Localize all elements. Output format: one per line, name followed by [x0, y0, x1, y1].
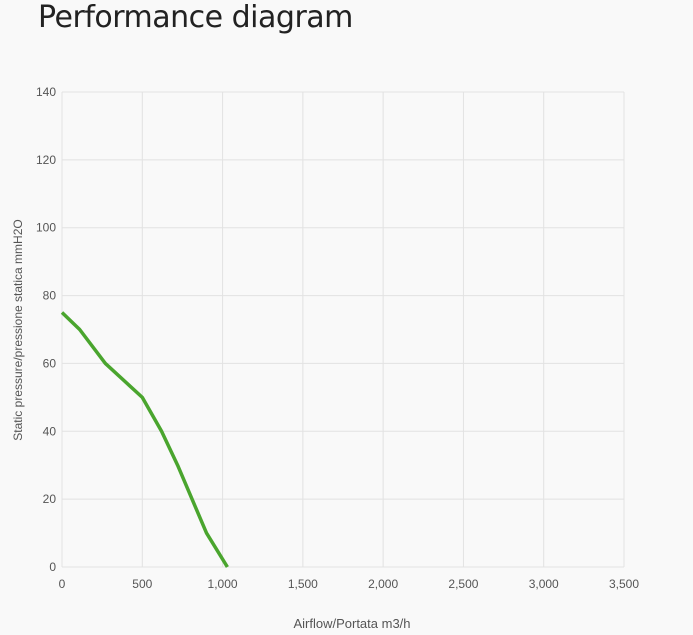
x-tick-label: 500: [132, 577, 152, 591]
y-tick-label: 20: [43, 492, 57, 506]
x-tick-label: 2,000: [368, 577, 398, 591]
curve: [60, 311, 229, 568]
x-tick-label: 3,500: [609, 577, 639, 591]
x-tick-label: 2,500: [448, 577, 478, 591]
y-tick-label: 60: [43, 356, 57, 370]
x-tick-label: 1,000: [208, 577, 238, 591]
chart-title: Performance diagram: [38, 0, 353, 35]
x-tick-label: 3,000: [529, 577, 559, 591]
x-axis-label: Airflow/Portata m3/h: [293, 616, 410, 631]
y-tick-label: 0: [49, 560, 56, 574]
y-tick-label: 120: [36, 153, 56, 167]
x-tick-label: 1,500: [288, 577, 318, 591]
y-axis-label: Static pressure/pressione statica mmH2O: [11, 219, 25, 440]
y-tick-label: 80: [43, 289, 57, 303]
y-tick-label: 100: [36, 221, 56, 235]
y-tick-label: 40: [43, 424, 57, 438]
x-tick-label: 0: [59, 577, 66, 591]
y-tick-label: 140: [36, 85, 56, 99]
